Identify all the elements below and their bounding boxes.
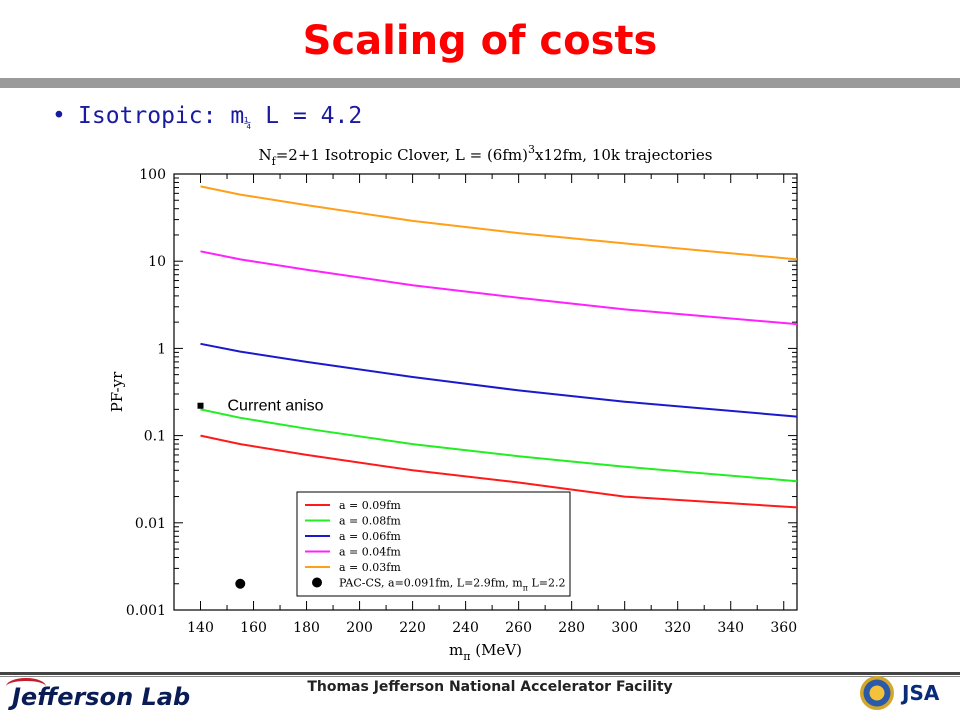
x-tick-label: 240 <box>452 620 479 636</box>
bullet-text-prefix: Isotropic: m <box>78 103 245 129</box>
legend-point-marker <box>312 577 322 588</box>
bullet-dot-icon: • <box>52 103 66 129</box>
legend-box <box>296 491 571 597</box>
x-tick-label: 280 <box>558 620 585 636</box>
x-tick-label: 320 <box>664 620 691 636</box>
legend-label-point: PAC-CS, a=0.091fm, L=2.9fm, mπ L=2.2 <box>339 577 566 593</box>
chart-title: Nf=2+1 Isotropic Clover, L = (6fm)3x12fm… <box>259 143 713 168</box>
legend-label-1: a = 0.08fm <box>339 515 401 528</box>
legend-label-0: a = 0.09fm <box>339 499 401 512</box>
page-title: Scaling of costs <box>302 18 658 64</box>
x-tick-label: 160 <box>240 620 267 636</box>
facility-name: Thomas Jefferson National Accelerator Fa… <box>307 679 673 695</box>
jefferson-lab-swoosh-icon <box>6 678 46 695</box>
legend-label-4: a = 0.03fm <box>339 561 401 574</box>
jefferson-lab-logo: Jefferson Lab <box>12 683 191 711</box>
x-tick-label: 360 <box>770 620 797 636</box>
bullet-isotropic: • Isotropic: m¼ L = 4.2 <box>52 103 362 130</box>
x-tick-label: 180 <box>293 620 320 636</box>
series-line-1 <box>200 408 798 483</box>
series-line-0 <box>200 434 798 509</box>
title-divider <box>0 78 960 88</box>
x-axis-label: mπ (MeV) <box>449 641 522 663</box>
x-tick-label: 200 <box>346 620 373 636</box>
footer-divider-thin <box>0 676 960 677</box>
y-tick-label: 0.01 <box>135 516 166 532</box>
x-tick-label: 300 <box>611 620 638 636</box>
pac-cs-point <box>235 578 246 589</box>
x-tick-label: 340 <box>717 620 744 636</box>
y-tick-label: 10 <box>148 254 166 270</box>
series-line-3 <box>200 250 798 326</box>
bullet-text-sub: ¼ <box>244 116 252 130</box>
y-tick-label: 1 <box>157 341 166 357</box>
x-tick-label: 220 <box>399 620 426 636</box>
annotation-marker <box>197 402 204 409</box>
x-tick-label: 140 <box>187 620 214 636</box>
bullet-text-suffix: L = 4.2 <box>251 103 363 129</box>
legend-label-2: a = 0.06fm <box>339 530 401 543</box>
plot-frame <box>173 173 798 611</box>
series-line-2 <box>200 342 798 418</box>
y-tick-label: 0.1 <box>144 429 166 445</box>
y-tick-label: 0.001 <box>126 603 166 619</box>
jsa-logo: JSA <box>902 681 940 705</box>
annotation-label: Current aniso <box>228 398 324 415</box>
x-tick-label: 260 <box>505 620 532 636</box>
series-line-4 <box>200 185 798 261</box>
legend-label-3: a = 0.04fm <box>339 546 401 559</box>
doe-seal-icon <box>860 676 894 710</box>
y-axis-label: PF-yr <box>108 371 126 412</box>
y-tick-label: 100 <box>139 167 166 183</box>
footer-divider <box>0 672 960 675</box>
